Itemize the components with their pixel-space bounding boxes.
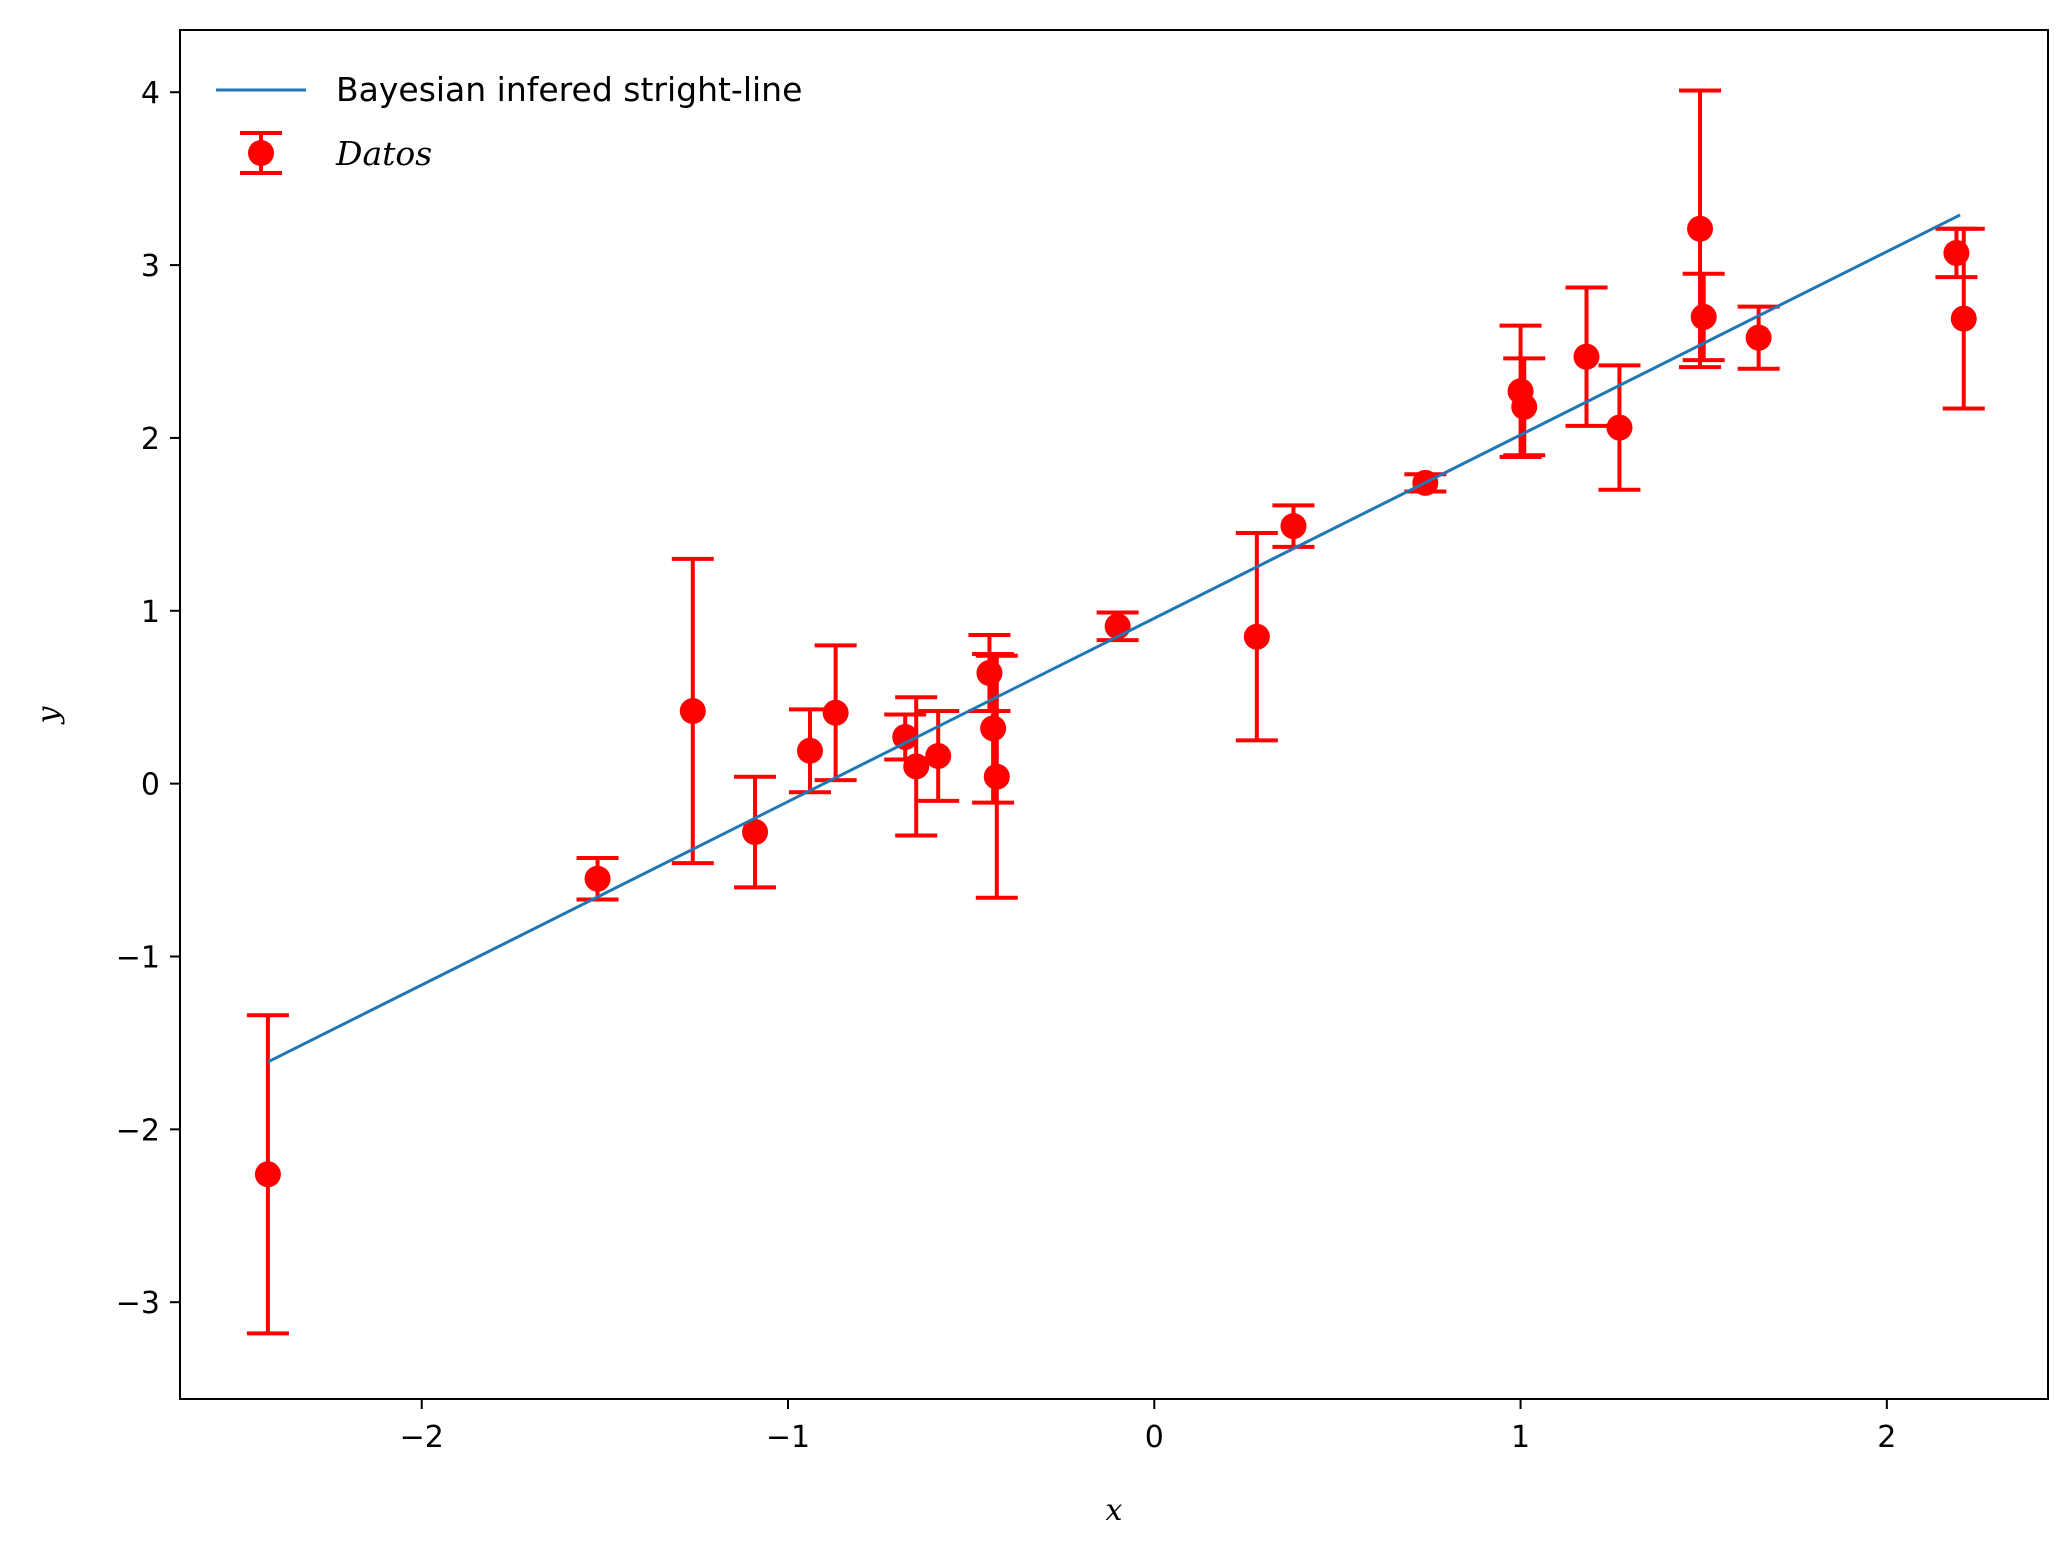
data-point <box>1573 343 1600 370</box>
data-point-errorbar <box>895 695 938 838</box>
data-point <box>925 742 952 769</box>
y-tick-label: −3 <box>116 1286 160 1321</box>
data-point-errorbar <box>246 1013 289 1336</box>
data-point <box>822 699 849 726</box>
data-point-errorbar <box>1682 271 1725 363</box>
x-tick-label: 0 <box>1145 1420 1164 1455</box>
fitted-line <box>267 213 1961 1064</box>
data-point-errorbar <box>734 774 777 890</box>
legend-label-points: Datos <box>335 134 432 173</box>
legend-errorbar-swatch <box>240 131 282 175</box>
data-point <box>1511 393 1538 420</box>
y-tick-label: 0 <box>141 768 160 803</box>
data-point <box>742 819 769 846</box>
y-tick-label: 1 <box>141 595 160 630</box>
x-tick-label: −2 <box>400 1420 444 1455</box>
data-point-errorbar <box>1942 226 1985 411</box>
data-point <box>892 723 919 750</box>
data-point <box>1745 324 1772 351</box>
data-point <box>983 763 1010 790</box>
series-layer <box>246 88 1985 1336</box>
y-axis-label: y <box>31 705 66 725</box>
data-point-errorbar <box>1503 356 1546 458</box>
data-point <box>1687 215 1714 242</box>
data-point <box>1690 303 1717 330</box>
data-point-errorbar <box>814 643 857 783</box>
data-point-errorbar <box>1598 363 1641 492</box>
data-point <box>584 865 611 892</box>
data-point-errorbar <box>1235 531 1278 743</box>
legend-label-line: Bayesian infered stright-line <box>336 70 802 109</box>
data-point <box>254 1161 281 1188</box>
data-point <box>1280 513 1307 540</box>
y-tick-label: −1 <box>116 940 160 975</box>
data-point <box>796 737 823 764</box>
data-point <box>1243 623 1270 650</box>
data-point <box>980 715 1007 742</box>
data-point-errorbar <box>1272 503 1315 549</box>
x-tick-label: 1 <box>1511 1420 1530 1455</box>
data-point-errorbar <box>576 855 619 902</box>
y-tick-label: 3 <box>141 249 160 284</box>
y-tick-label: 2 <box>141 422 160 457</box>
x-tick-label: −1 <box>766 1420 810 1455</box>
data-point <box>679 698 706 725</box>
legend: Bayesian infered stright-line Datos <box>216 70 802 175</box>
y-tick-label: −2 <box>116 1113 160 1148</box>
y-tick-label: 4 <box>141 76 160 111</box>
data-point-errorbar <box>671 556 714 866</box>
data-point <box>903 753 930 780</box>
x-axis-label: x <box>1106 1493 1123 1528</box>
x-tick-label: 2 <box>1877 1420 1896 1455</box>
data-point <box>1950 305 1977 332</box>
ticks-layer: −2 −1 0 1 2 −3 −2 −1 0 1 2 3 4 <box>116 76 1897 1455</box>
axes-frame <box>179 29 2049 1400</box>
data-point <box>1606 414 1633 441</box>
